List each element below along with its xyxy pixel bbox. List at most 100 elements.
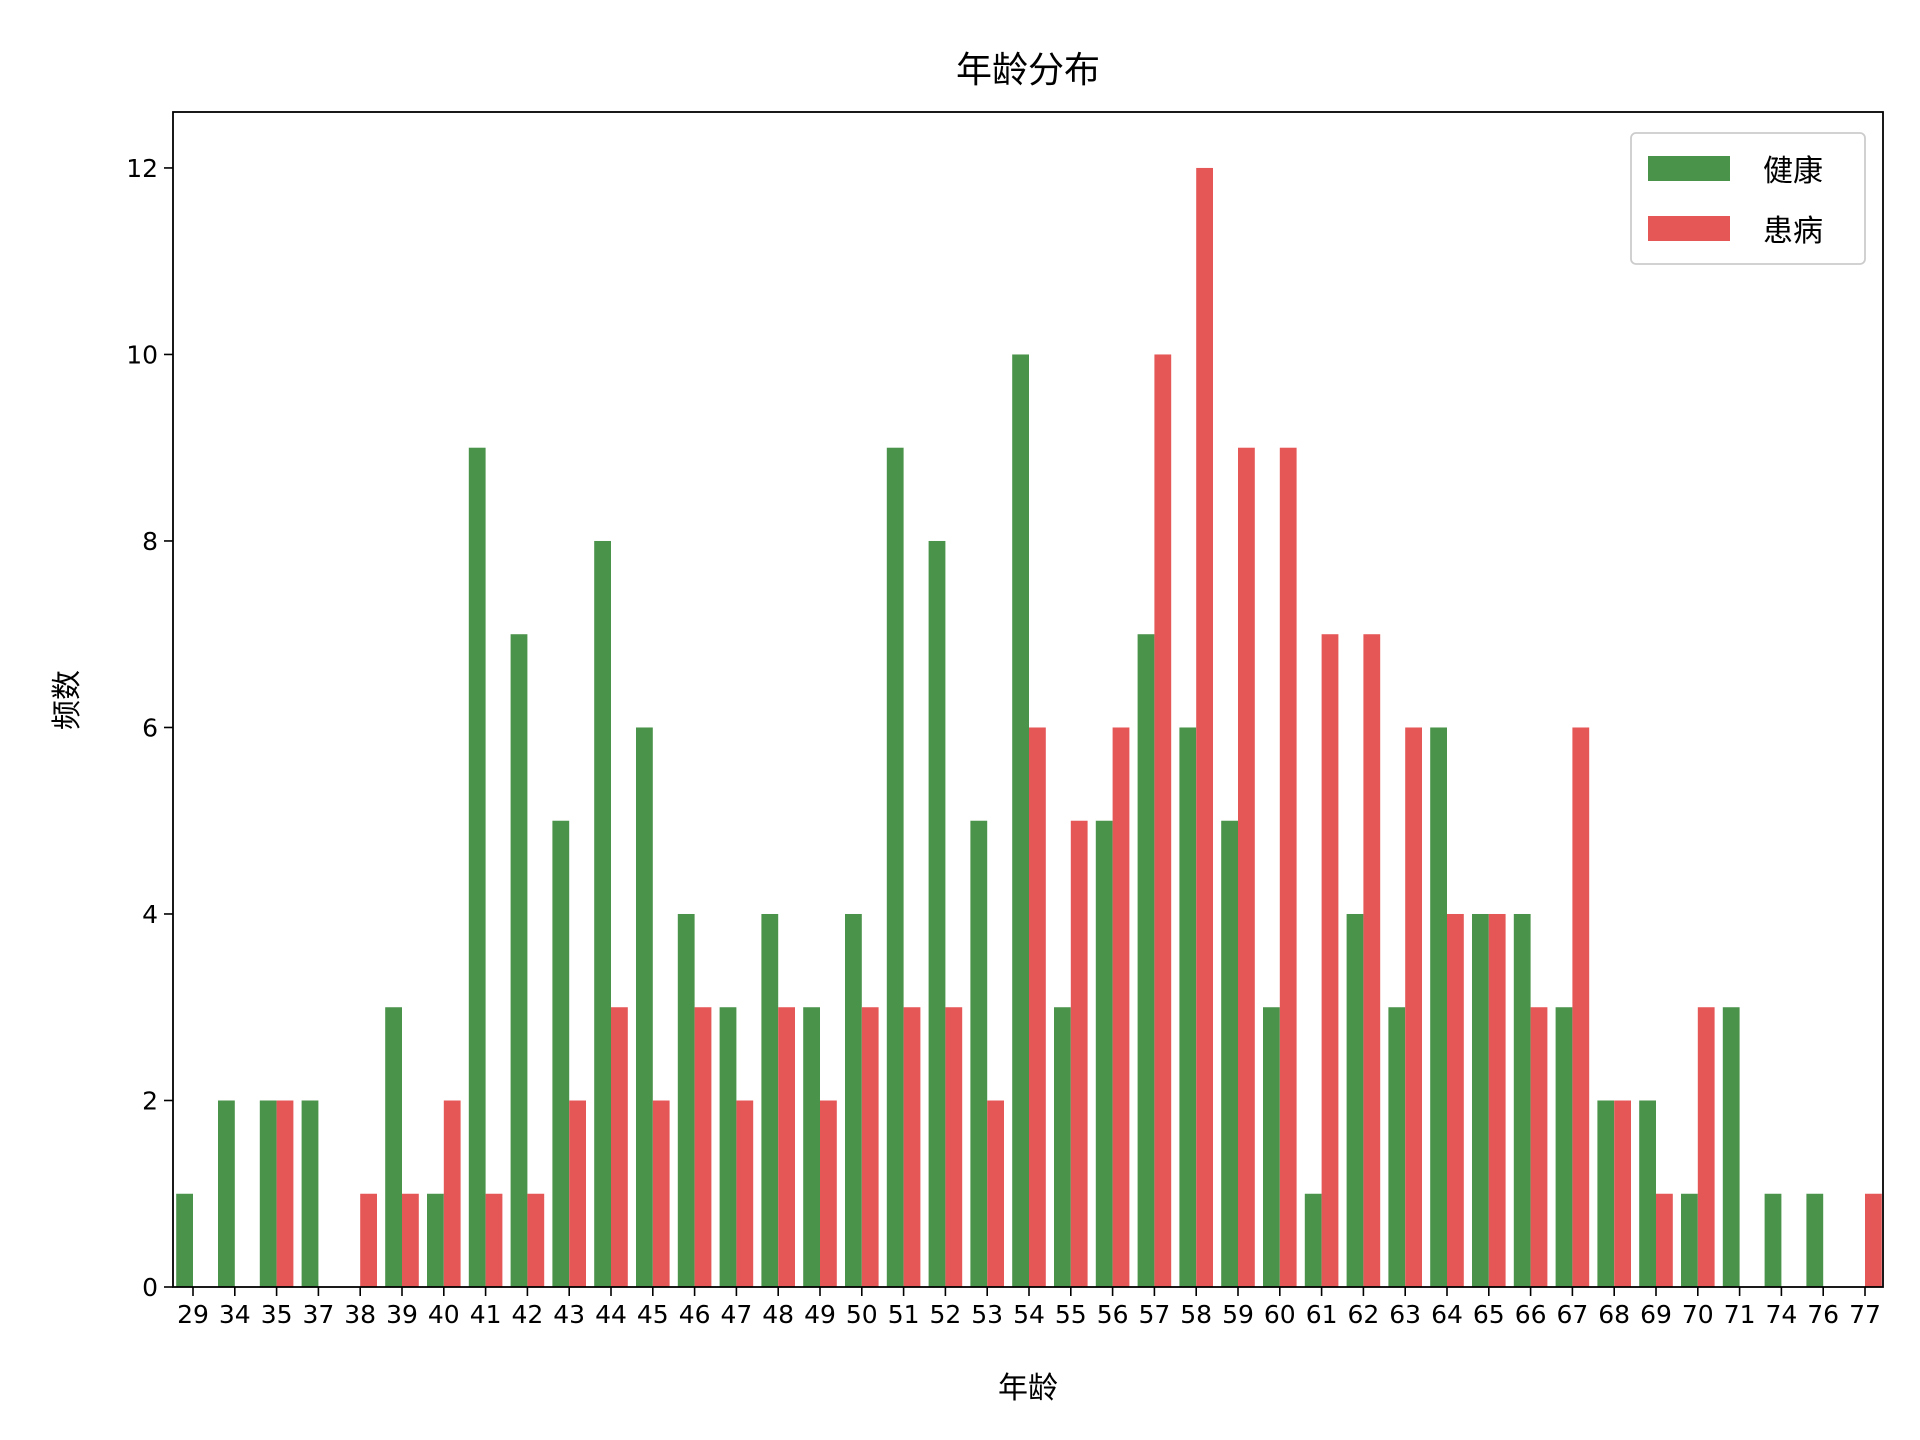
bar-healthy-64	[1430, 727, 1447, 1287]
x-tick-label: 57	[1138, 1300, 1170, 1329]
legend-box	[1630, 132, 1866, 265]
bar-diseased-48	[778, 1007, 795, 1287]
x-tick-label: 35	[261, 1300, 293, 1329]
bar-diseased-35	[276, 1100, 294, 1287]
bar-diseased-42	[527, 1193, 545, 1287]
x-tick-label: 74	[1765, 1300, 1797, 1329]
x-tick-label: 49	[804, 1300, 836, 1329]
bar-healthy-69	[1639, 1100, 1656, 1287]
bar-healthy-68	[1597, 1100, 1615, 1287]
bar-healthy-66	[1513, 913, 1531, 1287]
bar-healthy-54	[1012, 354, 1029, 1288]
bar-diseased-59	[1238, 447, 1255, 1288]
x-tick-label: 44	[595, 1300, 627, 1329]
bar-healthy-35	[259, 1100, 277, 1287]
bar-healthy-76	[1806, 1193, 1824, 1287]
x-tick-label: 58	[1180, 1300, 1212, 1329]
bar-healthy-34	[218, 1100, 235, 1287]
bar-healthy-55	[1054, 1007, 1071, 1287]
bar-healthy-63	[1388, 1007, 1406, 1287]
bars-group	[176, 167, 1882, 1288]
bar-healthy-71	[1722, 1007, 1740, 1287]
bar-diseased-46	[694, 1007, 712, 1287]
bar-healthy-45	[636, 727, 653, 1287]
bar-diseased-61	[1321, 634, 1339, 1287]
bar-diseased-64	[1447, 913, 1464, 1287]
x-tick-label: 42	[511, 1300, 543, 1329]
legend-swatch-diseased	[1648, 216, 1730, 241]
x-tick-label: 70	[1682, 1300, 1714, 1329]
y-tick-label: 12	[126, 154, 158, 183]
bar-diseased-70	[1697, 1007, 1715, 1287]
x-tick-label: 56	[1097, 1300, 1129, 1329]
bar-healthy-57	[1137, 634, 1155, 1287]
bar-diseased-39	[402, 1193, 419, 1287]
bar-healthy-41	[468, 447, 486, 1288]
bar-diseased-68	[1614, 1100, 1631, 1287]
bar-diseased-49	[820, 1100, 837, 1287]
x-tick-label: 48	[762, 1300, 794, 1329]
bar-healthy-74	[1764, 1193, 1782, 1287]
bar-healthy-52	[928, 540, 946, 1287]
x-tick-label: 29	[177, 1300, 209, 1329]
bar-diseased-56	[1112, 727, 1130, 1287]
x-tick-label: 34	[219, 1300, 251, 1329]
bar-diseased-53	[987, 1100, 1004, 1287]
bar-healthy-53	[970, 820, 988, 1287]
bar-healthy-39	[385, 1007, 402, 1287]
x-tick-label: 50	[846, 1300, 878, 1329]
bar-diseased-55	[1070, 820, 1088, 1287]
bar-healthy-58	[1179, 727, 1197, 1287]
bar-diseased-60	[1279, 447, 1297, 1288]
x-tick-label: 41	[470, 1300, 502, 1329]
x-tick-label: 61	[1306, 1300, 1338, 1329]
x-tick-label: 69	[1640, 1300, 1672, 1329]
bar-diseased-52	[945, 1007, 963, 1287]
legend-label-diseased: 患病	[1763, 214, 1823, 249]
legend-swatch-healthy	[1648, 156, 1730, 181]
x-tick-label: 46	[679, 1300, 711, 1329]
x-axis-label: 年龄	[998, 1371, 1058, 1406]
bar-healthy-50	[845, 913, 862, 1287]
bar-diseased-77	[1865, 1193, 1882, 1287]
x-tick-label: 65	[1473, 1300, 1505, 1329]
x-tick-label: 47	[720, 1300, 752, 1329]
bar-healthy-42	[510, 634, 528, 1287]
bar-diseased-47	[736, 1100, 754, 1287]
bar-healthy-70	[1681, 1193, 1698, 1287]
legend-label-healthy: 健康	[1763, 154, 1823, 189]
bar-diseased-44	[611, 1007, 628, 1287]
bar-diseased-69	[1656, 1193, 1673, 1287]
x-tick-label: 62	[1347, 1300, 1379, 1329]
chart-title: 年龄分布	[956, 50, 1100, 91]
x-tick-label: 77	[1849, 1300, 1881, 1329]
bar-healthy-46	[677, 913, 695, 1287]
bar-healthy-62	[1346, 913, 1364, 1287]
bar-diseased-63	[1405, 727, 1422, 1287]
x-tick-label: 54	[1013, 1300, 1045, 1329]
x-tick-label: 39	[386, 1300, 418, 1329]
bar-diseased-40	[443, 1100, 461, 1287]
y-tick-label: 6	[142, 713, 158, 742]
bar-diseased-65	[1488, 913, 1506, 1287]
x-axis: 29 34 35 37 38 39 40 41 42 43 44 45 46 47 48 49 50 51 52 53…	[177, 1287, 1881, 1329]
bar-healthy-51	[886, 447, 904, 1288]
y-tick-label: 2	[142, 1086, 158, 1115]
bar-healthy-60	[1263, 1007, 1280, 1287]
bar-healthy-37	[301, 1100, 319, 1287]
x-tick-label: 52	[929, 1300, 961, 1329]
bar-healthy-44	[594, 540, 611, 1287]
bar-healthy-67	[1555, 1007, 1573, 1287]
x-tick-label: 68	[1598, 1300, 1630, 1329]
bar-diseased-54	[1029, 727, 1046, 1287]
legend: 健康 患病	[1630, 132, 1866, 265]
bar-healthy-49	[803, 1007, 820, 1287]
bar-healthy-48	[761, 913, 779, 1287]
x-tick-label: 43	[553, 1300, 585, 1329]
y-tick-label: 4	[142, 900, 158, 929]
y-tick-label: 10	[126, 340, 158, 369]
bar-healthy-43	[552, 820, 570, 1287]
bar-healthy-65	[1472, 913, 1489, 1287]
y-axis-label: 频数	[50, 670, 85, 730]
